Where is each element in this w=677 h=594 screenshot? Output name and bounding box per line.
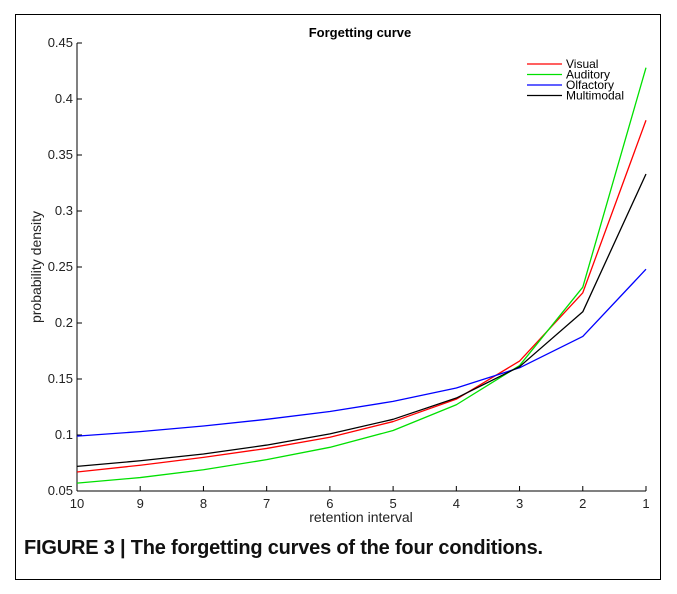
y-tick-label: 0.35 (48, 147, 73, 162)
y-tick-label: 0.4 (55, 91, 73, 106)
y-tick-label: 0.15 (48, 371, 73, 386)
y-tick-label: 0.2 (55, 315, 73, 330)
x-axis-title: retention interval (309, 509, 413, 525)
x-tick-label: 8 (200, 496, 207, 511)
series-line-visual (76, 120, 647, 473)
legend-label-multimodal: Multimodal (566, 89, 624, 103)
x-tick-label: 1 (642, 496, 649, 511)
x-tick-label: 7 (263, 496, 270, 511)
x-tick-label: 10 (70, 496, 84, 511)
legend-label-auditory: Auditory (566, 68, 610, 82)
figure-frame (15, 14, 661, 580)
y-tick-label: 0.1 (55, 427, 73, 442)
x-tick-label: 5 (389, 496, 396, 511)
series-layer (76, 67, 647, 484)
x-tick-label: 4 (453, 496, 460, 511)
series-line-olfactory (76, 268, 647, 437)
figure-caption: FIGURE 3 | The forgetting curves of the … (24, 537, 543, 559)
x-tick-label: 6 (326, 496, 333, 511)
x-tick-label: 9 (137, 496, 144, 511)
y-tick-label: 0.25 (48, 259, 73, 274)
y-tick-label: 0.3 (55, 203, 73, 218)
y-tick-label: 0.45 (48, 35, 73, 50)
legend-label-visual: Visual (566, 57, 598, 71)
series-line-multimodal (76, 173, 647, 468)
chart-title: Forgetting curve (309, 25, 412, 40)
series-line-auditory (76, 67, 647, 484)
y-axis-title: probability density (28, 211, 44, 323)
x-tick-label: 2 (579, 496, 586, 511)
ticks: 0.05 0.1 0.15 0.2 0.25 0.3 0.35 0.4 0.45 10 9 8 7 6 5 4… (48, 35, 650, 511)
axes (76, 43, 646, 492)
x-tick-label: 3 (516, 496, 523, 511)
legend-label-olfactory: Olfactory (566, 78, 614, 92)
y-tick-label: 0.05 (48, 483, 73, 498)
